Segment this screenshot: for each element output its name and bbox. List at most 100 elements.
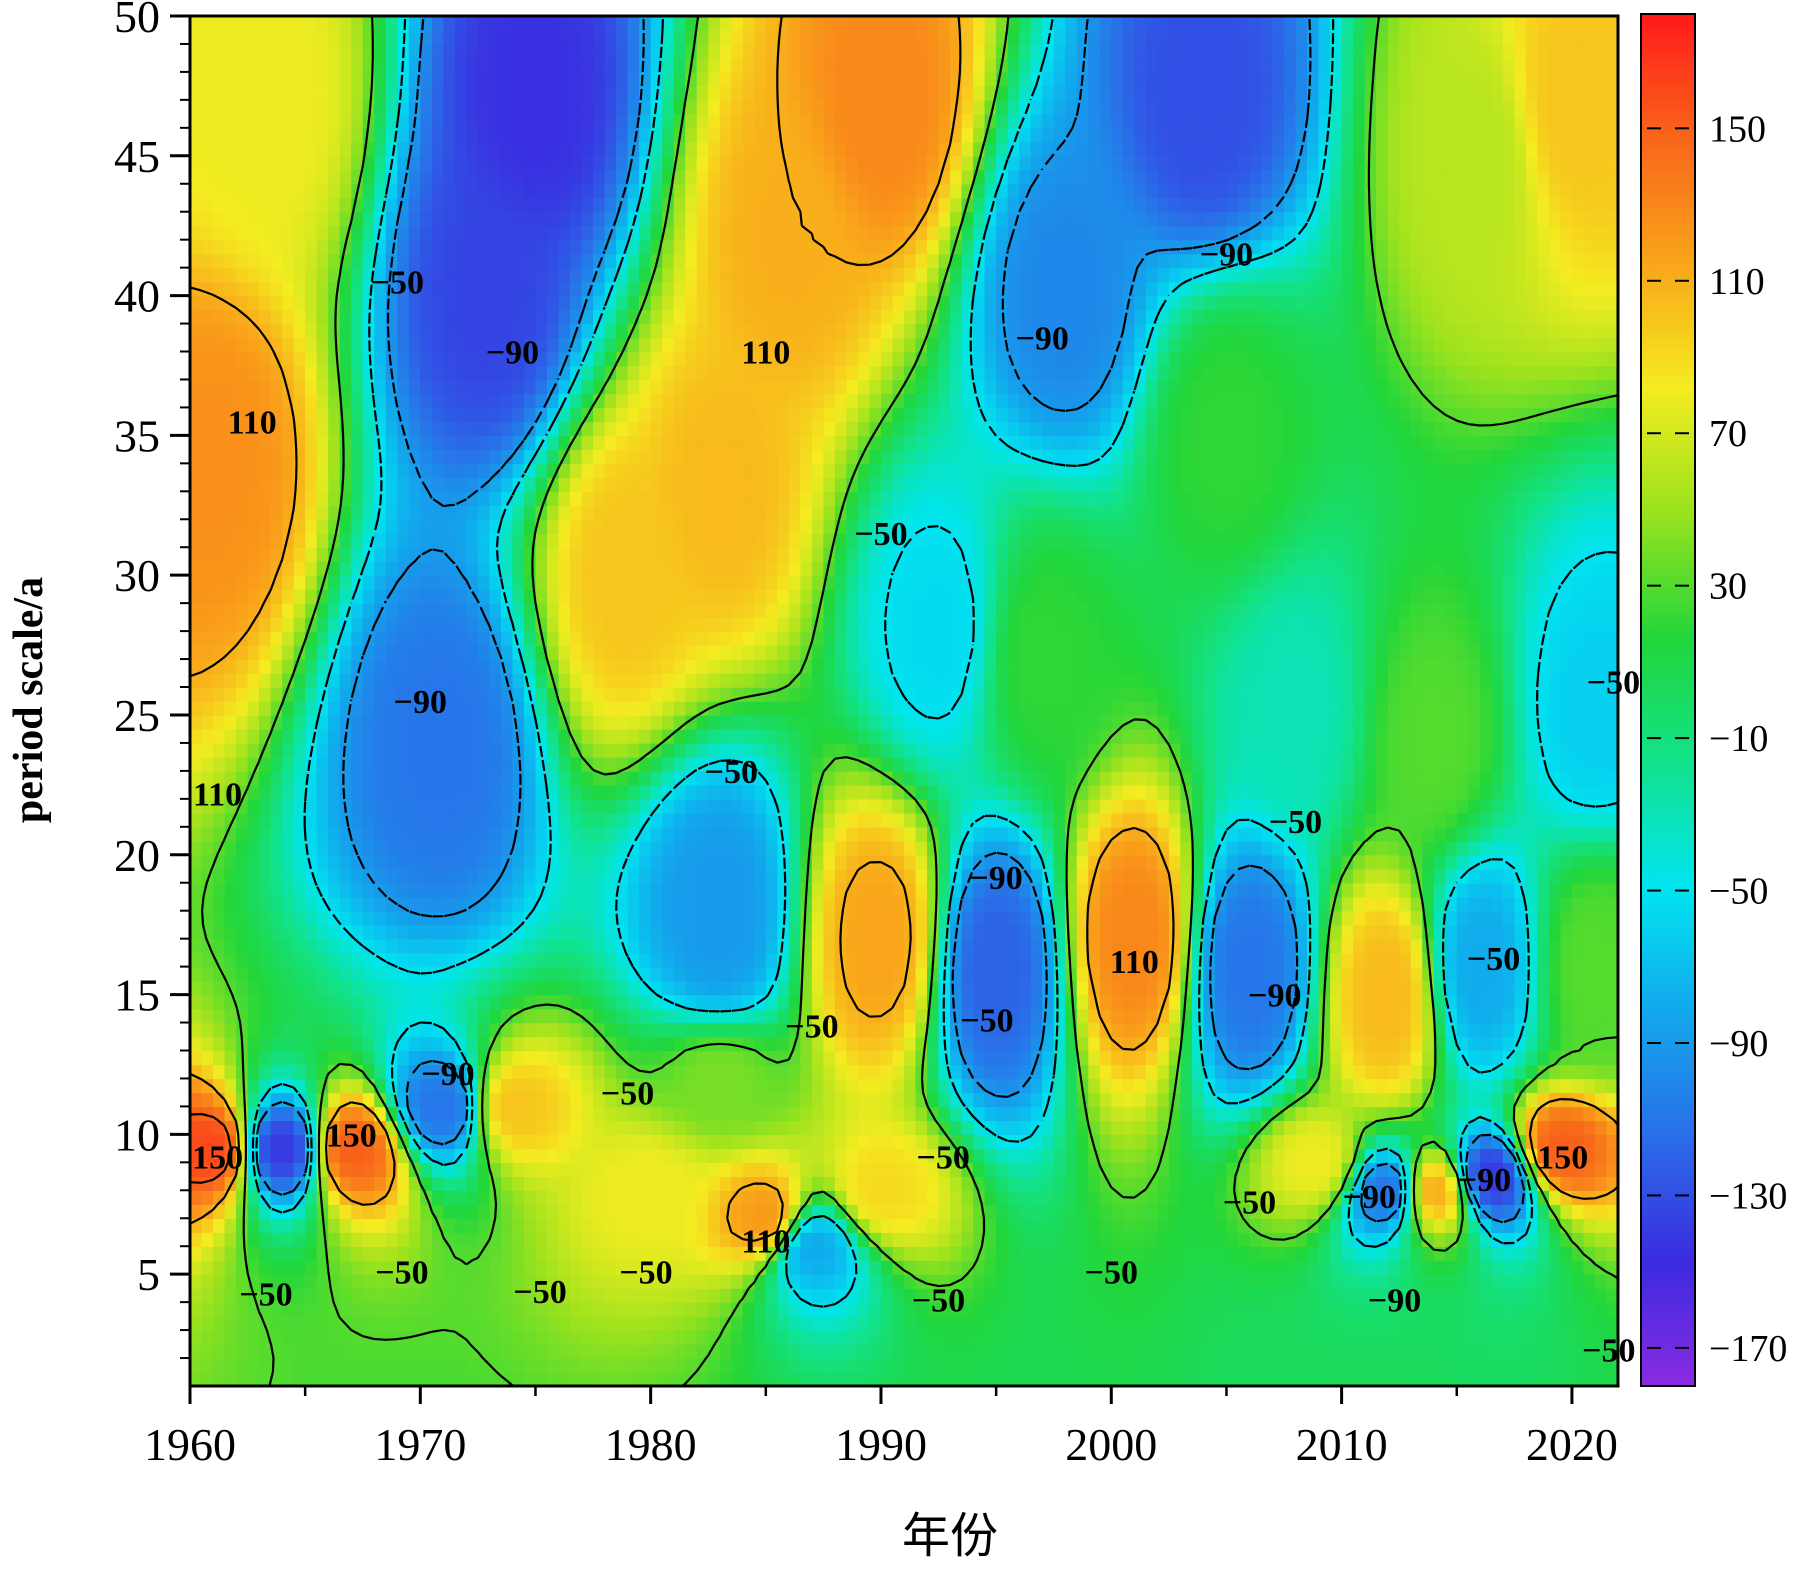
heat-cell (823, 1232, 835, 1247)
heat-cell (512, 1037, 524, 1052)
heat-cell (374, 967, 386, 982)
heat-cell (1353, 1288, 1365, 1303)
heat-cell (466, 1204, 478, 1219)
heat-cell (271, 813, 283, 828)
heat-cell (1468, 883, 1480, 898)
heat-cell (1583, 1176, 1595, 1191)
heat-cell (881, 1218, 893, 1233)
heat-cell (1503, 1358, 1515, 1373)
heat-cell (1549, 939, 1561, 954)
heat-cell (1537, 1302, 1549, 1317)
heat-cell (685, 967, 697, 982)
heat-cell (305, 1050, 317, 1065)
heat-cell (282, 1162, 294, 1177)
heat-cell (846, 1344, 858, 1359)
heat-cell (512, 1190, 524, 1205)
heat-cell (1549, 1302, 1561, 1317)
heat-cell (570, 1344, 582, 1359)
heat-cell (1526, 841, 1538, 856)
heat-cell (1422, 1050, 1434, 1065)
heat-cell (340, 981, 352, 996)
heat-cell (282, 1134, 294, 1149)
heat-cell (651, 855, 663, 870)
heat-cell (1388, 1078, 1400, 1093)
heat-cell (651, 1204, 663, 1219)
heat-cell (869, 953, 881, 968)
heat-cell (501, 953, 513, 968)
heat-cell (708, 925, 720, 940)
heat-cell (559, 1050, 571, 1065)
heat-cell (823, 841, 835, 856)
heat-cell (962, 953, 974, 968)
heat-cell (1100, 1050, 1112, 1065)
heat-cell (950, 1120, 962, 1135)
heat-cell (1595, 1078, 1607, 1093)
heat-cell (1134, 1023, 1146, 1038)
heat-cell (1411, 1246, 1423, 1261)
heat-cell (766, 855, 778, 870)
heat-cell (1031, 827, 1043, 842)
heat-cell (374, 813, 386, 828)
heat-cell (1169, 1260, 1181, 1275)
heat-cell (1065, 1218, 1077, 1233)
heat-cell (789, 1106, 801, 1121)
heat-cell (869, 1260, 881, 1275)
heat-cell (1019, 1050, 1031, 1065)
heat-cell (1019, 897, 1031, 912)
heat-cell (1480, 1148, 1492, 1163)
heat-cell (1526, 1274, 1538, 1289)
heat-cell (1296, 1246, 1308, 1261)
heat-cell (962, 925, 974, 940)
heat-cell (225, 1050, 237, 1065)
heat-cell (766, 1330, 778, 1345)
heat-cell (1296, 1078, 1308, 1093)
heat-cell (846, 1176, 858, 1191)
heat-cell (1180, 1092, 1192, 1107)
heat-cell (731, 1064, 743, 1079)
heat-cell (1111, 1064, 1123, 1079)
heat-cell (1134, 855, 1146, 870)
heat-cell (294, 1050, 306, 1065)
heat-cell (1008, 967, 1020, 982)
heat-cell (1526, 1344, 1538, 1359)
heat-cell (697, 1316, 709, 1331)
heat-cell (1572, 1204, 1584, 1219)
heat-cell (236, 1372, 248, 1387)
heat-cell (1273, 1148, 1285, 1163)
heat-cell (202, 813, 214, 828)
heat-cell (1549, 1372, 1561, 1387)
heat-cell (858, 1176, 870, 1191)
heat-cell (812, 1344, 824, 1359)
heat-cell (1134, 1316, 1146, 1331)
heat-cell (1077, 1023, 1089, 1038)
heat-cell (478, 925, 490, 940)
heat-cell (1503, 869, 1515, 884)
heat-cell (674, 1288, 686, 1303)
heat-cell (1583, 1232, 1595, 1247)
heat-cell (317, 1302, 329, 1317)
heat-cell (363, 1246, 375, 1261)
heat-cell (605, 1344, 617, 1359)
heat-cell (1330, 841, 1342, 856)
heat-cell (1422, 1372, 1434, 1387)
heat-cell (869, 1344, 881, 1359)
heat-cell (1434, 1204, 1446, 1219)
heat-cell (1445, 1120, 1457, 1135)
heat-cell (1296, 1302, 1308, 1317)
heat-cell (225, 897, 237, 912)
heat-cell (1491, 1148, 1503, 1163)
heat-cell (628, 1009, 640, 1024)
heat-cell (708, 1050, 720, 1065)
heat-cell (248, 855, 260, 870)
heat-cell (1203, 1176, 1215, 1191)
heat-cell (225, 1260, 237, 1275)
heat-cell (1514, 827, 1526, 842)
heat-cell (1514, 1260, 1526, 1275)
heat-cell (455, 1204, 467, 1219)
heat-cell (317, 1316, 329, 1331)
heat-cell (271, 995, 283, 1010)
heat-cell (535, 925, 547, 940)
heat-cell (708, 1162, 720, 1177)
heat-cell (420, 981, 432, 996)
heat-cell (1514, 1372, 1526, 1387)
